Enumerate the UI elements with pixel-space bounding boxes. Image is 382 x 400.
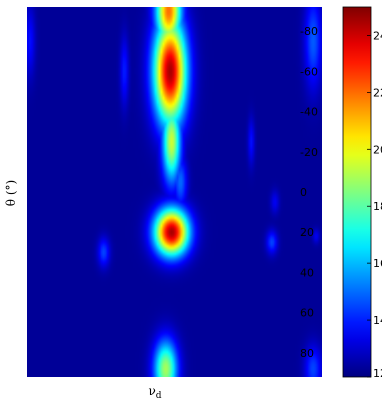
y-tick-labels: -80 -60 -40 -20 0 20 40 60 80	[300, 25, 318, 360]
colorbar: 12 14 16 18 20 22 24	[342, 6, 382, 380]
colorbar-tick-label: 18	[373, 200, 382, 213]
colorbar-tick-label: 14	[373, 314, 382, 327]
colorbar-tick-label: 24	[373, 29, 382, 42]
y-axis-label: θ (°)	[4, 180, 18, 206]
y-tick-label: 20	[300, 226, 314, 239]
heatmap-plot-area	[27, 7, 322, 377]
y-tick-label: 80	[300, 347, 314, 360]
y-tick-label: 0	[300, 186, 307, 199]
colorbar-tick-label: 12	[373, 367, 382, 380]
y-tick-label: 40	[300, 266, 314, 279]
x-axis-label-subscript: d	[156, 391, 162, 400]
colorbar-tick-label: 20	[373, 143, 382, 156]
colorbar-gradient	[342, 6, 372, 378]
heatmap-image	[27, 7, 322, 377]
colorbar-tick-label: 16	[373, 257, 382, 270]
y-tick-label: -60	[300, 65, 318, 78]
colorbar-tick-label: 22	[373, 86, 382, 99]
colorbar-tick-labels: 12 14 16 18 20 22 24	[367, 29, 382, 380]
y-tick-label: 60	[300, 307, 314, 320]
x-axis-label: νd	[148, 384, 161, 400]
y-tick-label: -80	[300, 25, 318, 38]
x-axis-label-main: ν	[148, 384, 155, 398]
y-tick-label: -20	[300, 146, 318, 159]
y-tick-label: -40	[300, 106, 318, 119]
